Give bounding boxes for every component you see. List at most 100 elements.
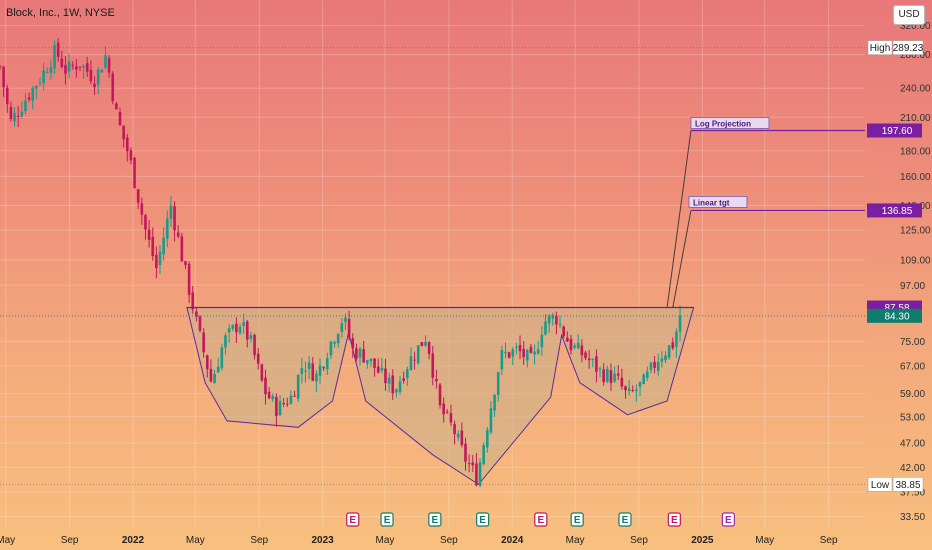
earnings-badge [346, 512, 360, 527]
candle-body [406, 369, 409, 378]
time-axis: May Sep 2022 May Sep 2023 May Sep 2024 May Sep 2025… [0, 535, 838, 546]
log-projection-label: Log Projection [690, 117, 770, 129]
candle-body [71, 64, 75, 66]
earnings-marker: E [476, 512, 490, 527]
candle-body [136, 189, 140, 203]
candle-body [278, 400, 282, 416]
candle-body [584, 352, 587, 359]
last-price-tag: 84.30 [867, 308, 922, 323]
candle-body [606, 368, 609, 382]
candle-body [165, 218, 169, 239]
candle-body [242, 322, 245, 326]
candle-body [173, 206, 176, 231]
candle-body [566, 337, 569, 342]
candle-body [42, 70, 45, 84]
candle-body [344, 317, 347, 322]
x-tick-label: May [0, 535, 15, 546]
candle-body [413, 359, 416, 361]
tag-bg [867, 203, 922, 218]
earnings-label: E [671, 515, 678, 526]
x-tick-label: May [755, 535, 774, 546]
chart-title: Block, Inc., 1W, NYSE [6, 7, 115, 19]
candle-body [602, 369, 605, 382]
candle-body [325, 358, 329, 369]
candle-body [558, 324, 562, 326]
candle-body [147, 229, 151, 240]
candle-body [9, 106, 13, 119]
candle-body [642, 374, 645, 385]
candle-body [253, 334, 256, 356]
x-tick-label: Sep [250, 535, 268, 546]
candle-body [355, 348, 358, 359]
tag-label-bg [867, 477, 893, 492]
candle-body [336, 334, 340, 344]
candle-body [64, 65, 67, 74]
candle-body [678, 315, 682, 332]
candle-body [49, 67, 53, 73]
candle-body [624, 386, 627, 391]
candle-body [322, 367, 325, 369]
earnings-badge [721, 512, 735, 527]
candle-body [518, 345, 522, 352]
tag-bg [867, 123, 922, 138]
candle-body [540, 334, 544, 348]
annotation-box [688, 196, 748, 208]
candle-body [307, 362, 311, 369]
candle-body [213, 373, 216, 384]
earnings-badge [667, 512, 681, 527]
candle-body [35, 85, 38, 89]
candle-body [427, 342, 431, 354]
candle-body [620, 377, 624, 387]
candle-body [187, 263, 191, 295]
earnings-label: E [622, 515, 629, 526]
tag-bg [867, 308, 922, 323]
y-tick-label: 180.00 [900, 146, 931, 157]
candle-body [13, 113, 16, 122]
candle-body [675, 331, 678, 347]
candle-body [285, 403, 289, 405]
x-tick-label: May [566, 535, 585, 546]
candle-body [671, 342, 675, 349]
candle-body [275, 397, 278, 416]
candle-body [155, 254, 158, 269]
candle-body [195, 311, 198, 317]
candle-body [60, 58, 64, 67]
x-tick-label: Sep [820, 535, 838, 546]
annotation-label: Linear tgt [693, 198, 730, 207]
candle-body [486, 429, 489, 448]
candle-body [526, 349, 529, 361]
candle-body [653, 361, 656, 368]
candle-body [449, 413, 453, 423]
candle-body [125, 137, 129, 152]
linear-target-label: Linear tgt [688, 196, 748, 208]
candle-body [180, 236, 184, 262]
earnings-marker: E [534, 512, 548, 527]
candle-body [133, 157, 136, 189]
y-tick-label: 59.00 [900, 389, 925, 400]
currency-button[interactable]: USD [893, 5, 925, 25]
candle-body [504, 352, 507, 354]
candlesticks [0, 37, 682, 488]
candle-body [267, 391, 271, 399]
y-tick-label: 47.00 [900, 438, 925, 449]
x-tick-label: 2024 [501, 535, 524, 546]
x-tick-label: 2025 [691, 535, 714, 546]
candle-body [431, 353, 435, 378]
x-tick-label: 2023 [311, 535, 334, 546]
candle-body [315, 373, 318, 382]
candle-body [16, 116, 20, 118]
y-tick-label: 280.00 [900, 50, 931, 61]
candle-body [205, 355, 209, 370]
candle-body [362, 349, 365, 363]
candle-body [402, 378, 405, 381]
candle-body [318, 365, 322, 376]
x-tick-label: May [376, 535, 395, 546]
y-tick-label: 160.00 [900, 172, 931, 183]
y-tick-label: 97.00 [900, 281, 925, 292]
y-tick-label: 42.00 [900, 463, 925, 474]
candle-body [456, 433, 460, 438]
candle-body [245, 321, 249, 340]
candle-body [446, 411, 449, 413]
